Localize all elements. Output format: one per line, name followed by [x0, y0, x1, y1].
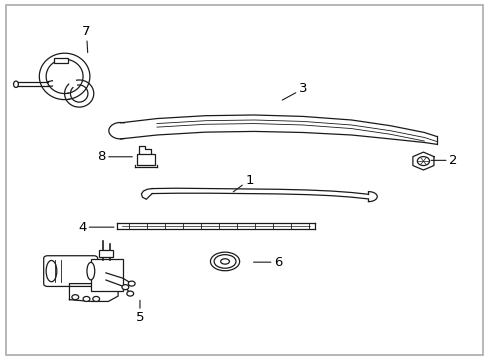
Ellipse shape: [14, 81, 19, 87]
FancyBboxPatch shape: [99, 249, 113, 257]
Ellipse shape: [87, 262, 95, 280]
Circle shape: [72, 295, 79, 300]
Ellipse shape: [46, 261, 57, 282]
Ellipse shape: [214, 255, 236, 268]
Text: 6: 6: [253, 256, 282, 269]
Circle shape: [83, 296, 90, 301]
Text: 1: 1: [233, 174, 253, 192]
Circle shape: [128, 281, 135, 286]
Circle shape: [126, 291, 133, 296]
FancyBboxPatch shape: [91, 258, 122, 291]
Text: 5: 5: [136, 300, 144, 324]
Text: 7: 7: [82, 25, 91, 53]
Ellipse shape: [210, 252, 239, 271]
Circle shape: [93, 296, 100, 301]
Text: 8: 8: [97, 150, 132, 163]
Ellipse shape: [220, 259, 229, 264]
Text: 2: 2: [430, 154, 456, 167]
FancyBboxPatch shape: [54, 58, 67, 63]
Text: 4: 4: [78, 221, 114, 234]
Circle shape: [122, 285, 128, 290]
Text: 3: 3: [282, 82, 306, 100]
FancyBboxPatch shape: [43, 256, 98, 287]
Bar: [136, 154, 155, 165]
